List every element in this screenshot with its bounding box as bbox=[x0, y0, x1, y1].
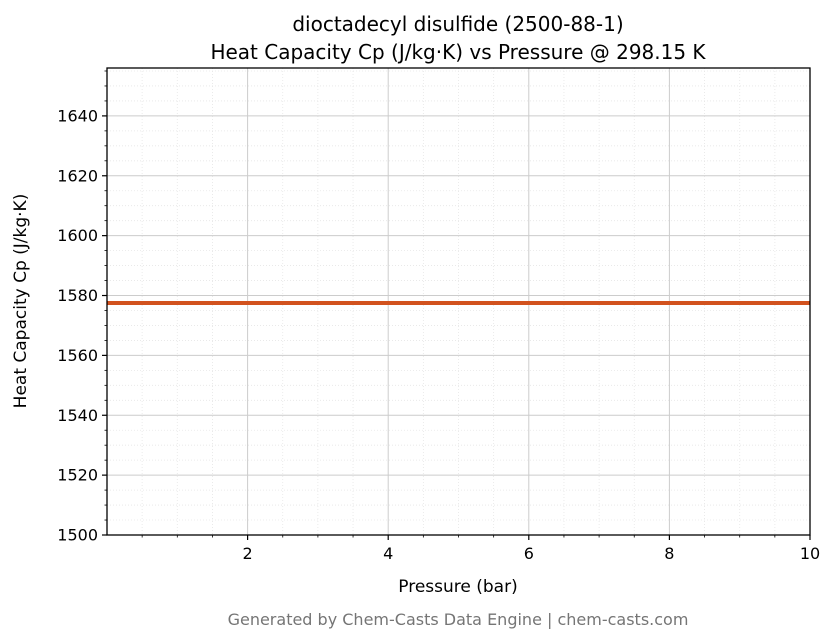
x-tick-label: 2 bbox=[243, 544, 253, 563]
chart-title-line1: dioctadecyl disulfide (2500-88-1) bbox=[292, 12, 623, 36]
footer-text: Generated by Chem-Casts Data Engine | ch… bbox=[228, 610, 689, 629]
y-tick-label: 1520 bbox=[57, 466, 98, 485]
y-tick-label: 1580 bbox=[57, 286, 98, 305]
tick-labels: 2 4 6 8 10 1500 1520 1540 1560 1580 1600 1620 1640 bbox=[57, 106, 820, 563]
y-tick-label: 1620 bbox=[57, 166, 98, 185]
x-tick-label: 10 bbox=[800, 544, 820, 563]
y-tick-label: 1600 bbox=[57, 226, 98, 245]
axis-ticks bbox=[102, 70, 811, 540]
chart-title-line2: Heat Capacity Cp (J/kg·K) vs Pressure @ … bbox=[210, 40, 706, 64]
x-axis-label: Pressure (bar) bbox=[398, 577, 517, 597]
x-tick-label: 8 bbox=[664, 544, 674, 563]
y-axis-label: Heat Capacity Cp (J/kg·K) bbox=[11, 194, 31, 409]
y-tick-label: 1500 bbox=[57, 526, 98, 545]
y-tick-label: 1640 bbox=[57, 106, 98, 125]
y-tick-label: 1540 bbox=[57, 406, 98, 425]
x-tick-label: 4 bbox=[383, 544, 393, 563]
x-tick-label: 6 bbox=[524, 544, 534, 563]
y-tick-label: 1560 bbox=[57, 346, 98, 365]
